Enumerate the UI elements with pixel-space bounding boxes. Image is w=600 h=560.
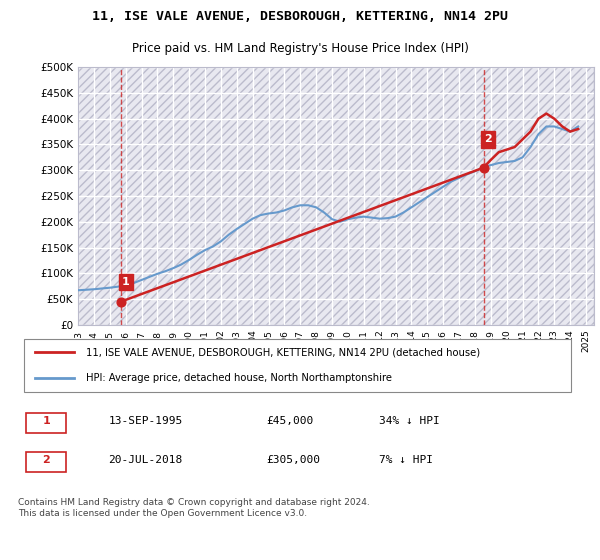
Text: 2: 2 [43, 455, 50, 465]
Text: Contains HM Land Registry data © Crown copyright and database right 2024.
This d: Contains HM Land Registry data © Crown c… [18, 498, 370, 518]
Text: 1: 1 [122, 277, 130, 287]
Text: 20-JUL-2018: 20-JUL-2018 [108, 455, 182, 465]
Point [479, 163, 488, 172]
Point [116, 297, 126, 306]
Text: Price paid vs. HM Land Registry's House Price Index (HPI): Price paid vs. HM Land Registry's House … [131, 41, 469, 55]
Text: 11, ISE VALE AVENUE, DESBOROUGH, KETTERING, NN14 2PU: 11, ISE VALE AVENUE, DESBOROUGH, KETTERI… [92, 10, 508, 23]
Text: 34% ↓ HPI: 34% ↓ HPI [379, 416, 440, 426]
Text: £305,000: £305,000 [266, 455, 320, 465]
Text: 1: 1 [43, 416, 50, 426]
FancyBboxPatch shape [26, 452, 66, 472]
Text: 11, ISE VALE AVENUE, DESBOROUGH, KETTERING, NN14 2PU (detached house): 11, ISE VALE AVENUE, DESBOROUGH, KETTERI… [86, 347, 480, 357]
Text: £45,000: £45,000 [266, 416, 313, 426]
Text: 7% ↓ HPI: 7% ↓ HPI [379, 455, 433, 465]
FancyBboxPatch shape [23, 339, 571, 392]
Text: HPI: Average price, detached house, North Northamptonshire: HPI: Average price, detached house, Nort… [86, 374, 392, 384]
Text: 13-SEP-1995: 13-SEP-1995 [108, 416, 182, 426]
Text: 2: 2 [484, 134, 492, 144]
FancyBboxPatch shape [26, 413, 66, 432]
